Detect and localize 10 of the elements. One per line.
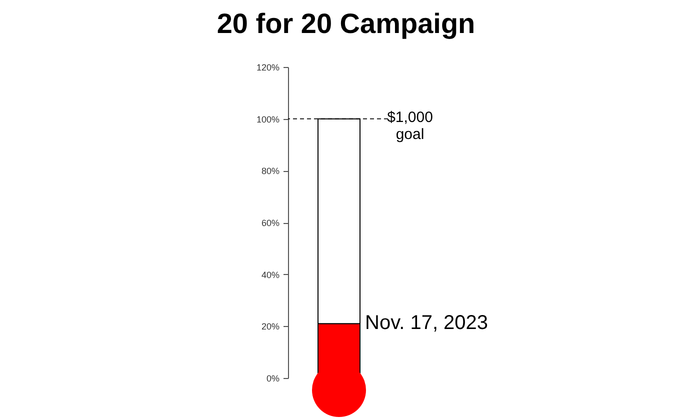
annotation: Nov. 17, 2023 [365,312,488,334]
y-tick-label: 40% [261,270,280,280]
y-tick-label: 80% [261,166,280,176]
y-tick-label: 0% [266,374,280,384]
chart-title: 20 for 20 Campaign [216,8,476,39]
y-tick-label: 120% [256,62,280,72]
ref-line-label: $1,000 goal [387,108,433,143]
y-tick-label: 20% [261,322,280,332]
y-tick-label: 60% [261,218,280,228]
y-tick-label: 100% [256,114,280,124]
